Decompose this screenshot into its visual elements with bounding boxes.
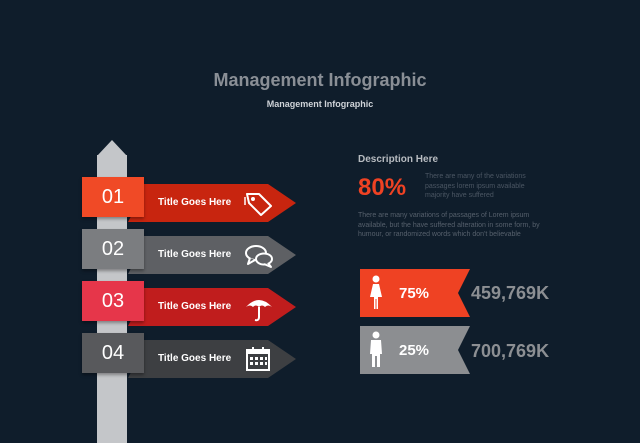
stat-percent-2: 25% — [399, 342, 430, 359]
stat-percent-1: 75% — [399, 285, 430, 302]
page-title: Management Infographic — [213, 70, 427, 90]
calendar-icon — [246, 347, 270, 371]
sign-arrow-3 — [128, 288, 296, 326]
sign-label-3: Title Goes Here — [158, 301, 232, 312]
signpost-tip — [97, 140, 127, 156]
sign-label-4: Title Goes Here — [158, 353, 232, 364]
chat-bubbles-icon — [245, 245, 273, 268]
female-person-icon — [370, 275, 382, 309]
description-percent: 80% — [358, 174, 407, 201]
male-person-icon — [370, 331, 382, 367]
sign-number-2: 02 — [82, 229, 144, 269]
stat-value-2: 700,769K — [471, 341, 550, 361]
description-short-text: There are many of the variations passage… — [425, 173, 526, 199]
description-title: Description Here — [358, 154, 439, 165]
page-subtitle: Management Infographic — [266, 99, 374, 109]
description-paragraph: There are many variations of passages of… — [358, 212, 540, 238]
price-tag-icon — [244, 193, 272, 216]
stat-value-1: 459,769K — [471, 283, 550, 303]
sign-number-3: 03 — [82, 281, 144, 321]
sign-label-2: Title Goes Here — [158, 249, 232, 260]
umbrella-icon — [246, 300, 272, 322]
sign-number-1: 01 — [82, 177, 144, 217]
sign-number-4: 04 — [82, 333, 144, 373]
sign-label-1: Title Goes Here — [158, 197, 232, 208]
